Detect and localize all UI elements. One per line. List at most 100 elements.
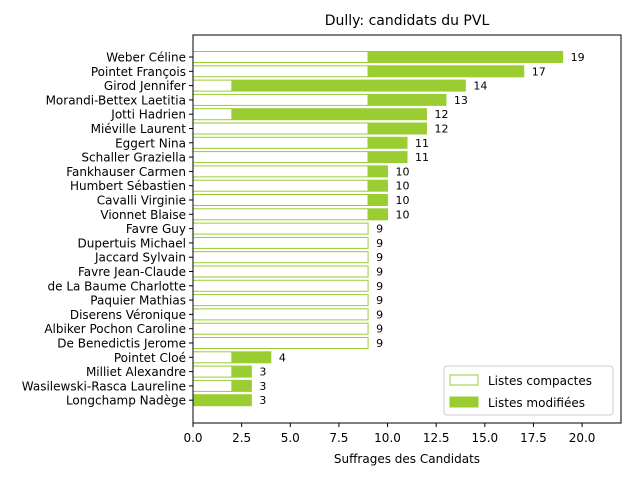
plot-frame (192, 34, 622, 424)
x-tick-label: 10.0 (374, 431, 401, 445)
bar-modifiees (367, 65, 525, 78)
x-tick-label: 0.0 (183, 431, 202, 445)
total-label: 4 (279, 351, 286, 364)
legend-label-compactes: Listes compactes (488, 374, 592, 388)
y-tick-label: Favre Guy (126, 222, 186, 236)
bar-modifiees (367, 165, 389, 178)
bar-compactes (192, 194, 369, 206)
y-tick-label: Diserens Véronique (70, 308, 186, 322)
total-label: 9 (376, 223, 383, 236)
bar-compactes (192, 79, 233, 92)
total-label: 9 (376, 251, 383, 264)
bar-compactes (192, 122, 369, 135)
bar-modifiees (367, 93, 447, 106)
x-tick-label: 12.5 (423, 431, 450, 445)
x-tick-label: 17.5 (520, 431, 547, 445)
legend: Listes compactes Listes modifiées (443, 365, 614, 416)
total-label: 10 (396, 194, 410, 207)
total-label: 11 (415, 151, 429, 164)
y-tick-label: Pointet François (91, 65, 186, 79)
bar-modifiees (367, 194, 389, 206)
total-label: 14 (473, 80, 487, 93)
bar-modifiees (367, 208, 389, 221)
bar-compactes (192, 351, 233, 364)
bar-compactes (192, 151, 369, 164)
bar-compactes (192, 136, 369, 149)
total-label: 9 (376, 308, 383, 321)
y-tick-label: Miéville Laurent (91, 122, 187, 136)
x-tick-label: 15.0 (471, 431, 498, 445)
y-tick-label: Jotti Hadrien (110, 108, 186, 122)
bar-compactes (192, 65, 369, 78)
bar-compactes (192, 93, 369, 106)
x-axis-label: Suffrages des Candidats (334, 452, 480, 466)
total-label: 3 (259, 380, 266, 393)
bar-compactes (192, 379, 233, 392)
chart-title: Dully: candidats du PVL (325, 13, 490, 29)
legend-label-modifiees: Listes modifiées (488, 396, 585, 410)
y-tick-label: Morandi-Bettex Laetitia (46, 93, 186, 107)
y-tick-label: Humbert Sébastien (70, 179, 186, 193)
bar-modifiees (367, 136, 408, 149)
total-label: 9 (376, 294, 383, 307)
y-tick-label: Jaccard Sylvain (94, 251, 186, 265)
y-tick-label: Eggert Nina (115, 136, 186, 150)
legend-swatch-modifiees (449, 396, 479, 408)
total-label: 3 (259, 366, 266, 379)
total-label: 3 (259, 394, 266, 407)
total-label: 9 (376, 280, 383, 293)
bar-compactes (192, 165, 369, 178)
y-tick-label: Wasilewski-Rasca Laureline (22, 379, 186, 393)
bar-compactes (192, 236, 369, 249)
total-label: 10 (396, 208, 410, 221)
bar-modifiees (231, 379, 252, 392)
total-label: 9 (376, 337, 383, 350)
bar-modifiees (231, 108, 427, 121)
total-label: 10 (396, 180, 410, 193)
y-tick-label: Paquier Mathias (90, 294, 186, 308)
bar-compactes (192, 279, 369, 292)
total-label: 9 (376, 237, 383, 250)
bar-compactes (192, 294, 369, 307)
total-label: 17 (532, 65, 546, 78)
bar-modifiees (231, 365, 252, 378)
legend-swatch-compactes (449, 374, 479, 386)
y-tick-label: Pointet Cloé (114, 351, 186, 365)
y-tick-label: Vionnet Blaise (100, 208, 186, 222)
bar-compactes (192, 179, 369, 192)
total-label: 10 (396, 165, 410, 178)
y-tick-label: Weber Céline (106, 51, 186, 65)
y-tick-label: Favre Jean-Claude (78, 265, 186, 279)
bar-compactes (192, 108, 233, 121)
bar-compactes (192, 251, 369, 264)
bar-compactes (192, 265, 369, 278)
y-tick-label: De Benedictis Jerome (57, 337, 186, 351)
total-label: 19 (571, 51, 585, 64)
y-tick-label: Albiker Pochon Caroline (44, 322, 186, 336)
y-tick-label: Cavalli Virginie (97, 194, 186, 208)
y-tick-label: Fankhauser Carmen (66, 165, 186, 179)
total-label: 12 (434, 123, 448, 136)
bar-compactes (192, 222, 369, 235)
y-tick-label: Girod Jennifer (104, 79, 186, 93)
bar-modifiees (367, 51, 564, 63)
bar-compactes (192, 308, 369, 321)
bar-modifiees (367, 122, 427, 135)
bar-modifiees (192, 394, 252, 407)
x-tick-label: 20.0 (569, 431, 596, 445)
y-tick-label: Schaller Graziella (81, 151, 186, 165)
x-tick-label: 5.0 (281, 431, 300, 445)
y-tick-label: Milliet Alexandre (86, 365, 186, 379)
x-tick-label: 7.5 (329, 431, 348, 445)
bar-compactes (192, 365, 233, 378)
bar-modifiees (367, 179, 389, 192)
bar-compactes (192, 208, 369, 221)
y-tick-label: Longchamp Nadège (66, 394, 186, 408)
total-label: 13 (454, 94, 468, 107)
bar-modifiees (231, 79, 466, 92)
bar-compactes (192, 322, 369, 335)
total-label: 12 (434, 108, 448, 121)
total-label: 9 (376, 266, 383, 279)
x-tick-label: 2.5 (232, 431, 251, 445)
